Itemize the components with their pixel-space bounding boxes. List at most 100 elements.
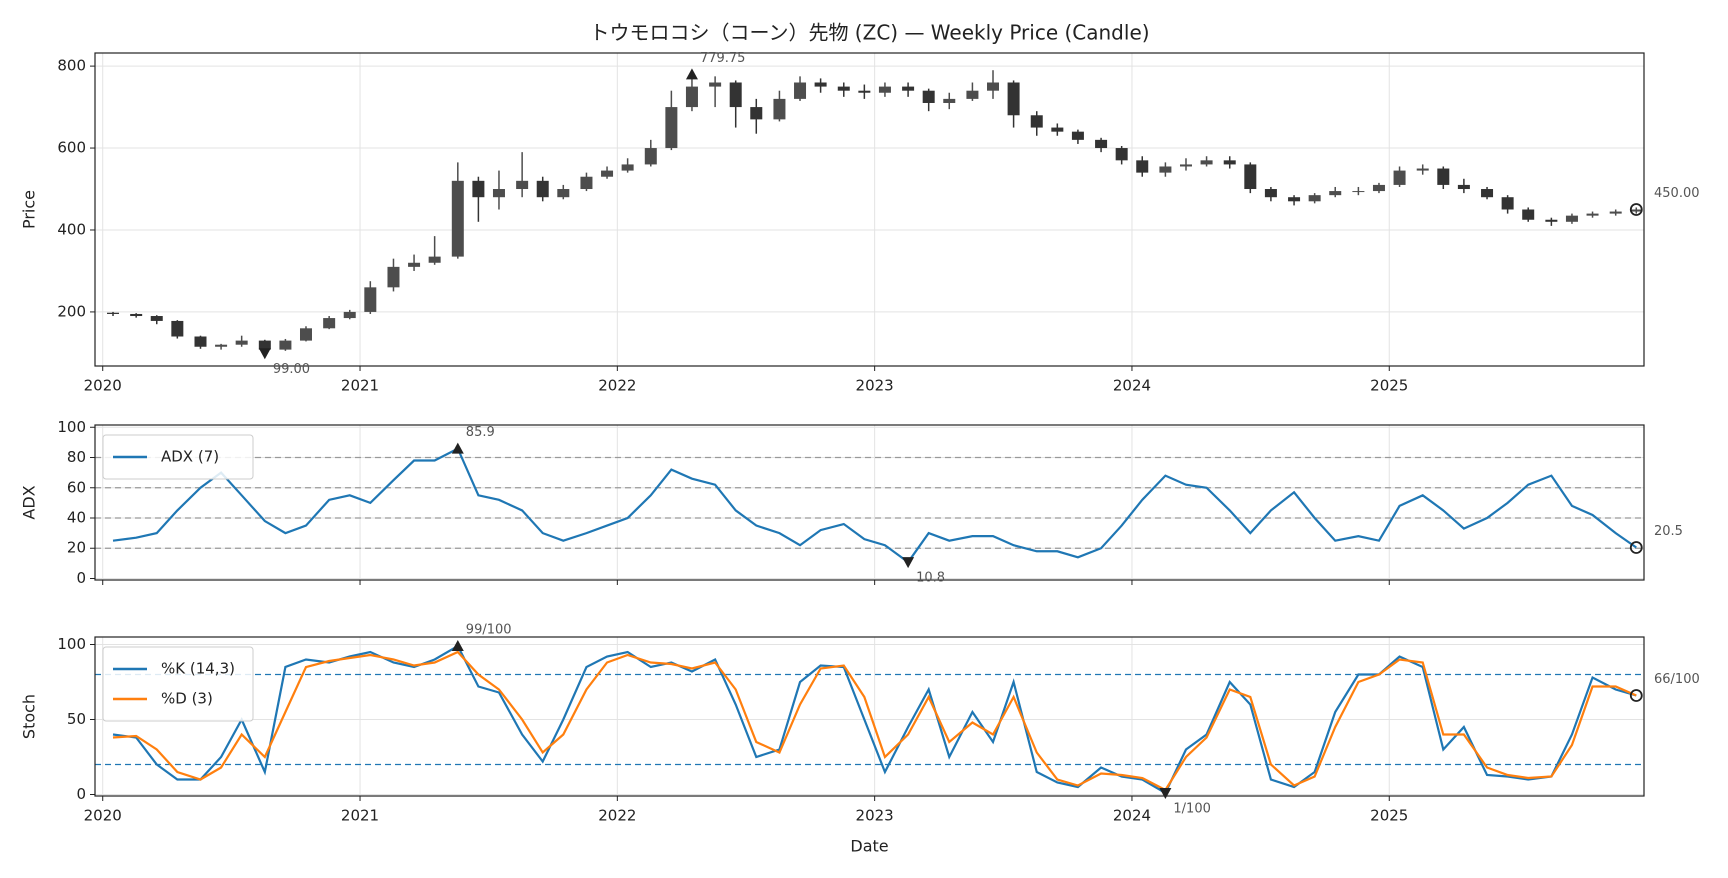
candle-body bbox=[1437, 168, 1450, 185]
annotation-label: 99/100 bbox=[466, 623, 512, 638]
candle-body bbox=[1095, 139, 1108, 149]
x-tick-label: 2025 bbox=[1370, 377, 1408, 395]
x-tick-label: 2020 bbox=[84, 807, 122, 825]
candle-body bbox=[1159, 166, 1172, 173]
candle-body bbox=[130, 313, 143, 317]
candle-body bbox=[1007, 82, 1020, 116]
series-line bbox=[112, 650, 1637, 792]
candle-body bbox=[1522, 209, 1535, 220]
candle-body bbox=[1609, 211, 1622, 214]
candle-body bbox=[472, 180, 485, 198]
candle-body bbox=[1288, 197, 1301, 202]
min-marker bbox=[1159, 788, 1172, 799]
candle-body bbox=[1372, 184, 1385, 192]
annotation-label: 10.8 bbox=[916, 571, 945, 586]
y-tick-label: 0 bbox=[76, 785, 86, 803]
candle-body bbox=[601, 170, 614, 177]
candle-body bbox=[1630, 209, 1643, 212]
candle-body bbox=[451, 180, 464, 257]
candle-body bbox=[794, 82, 807, 99]
candle-body bbox=[1481, 189, 1494, 198]
candle-body bbox=[665, 107, 678, 149]
plot-frame bbox=[94, 636, 1645, 797]
y-tick-label: 40 bbox=[67, 509, 86, 527]
last-marker bbox=[1629, 541, 1643, 554]
candle-body bbox=[171, 320, 184, 337]
candle-body bbox=[343, 311, 356, 319]
candle-body bbox=[1115, 148, 1128, 161]
candle-body bbox=[194, 336, 207, 347]
candle-body bbox=[1200, 160, 1213, 165]
candle-body bbox=[966, 90, 979, 99]
candle-body bbox=[987, 82, 1000, 91]
candle-body bbox=[621, 164, 634, 171]
candle-body bbox=[235, 340, 248, 345]
annotation-label: 99.00 bbox=[273, 362, 310, 377]
x-tick-label: 2024 bbox=[1113, 377, 1151, 395]
y-tick-label: 100 bbox=[57, 418, 86, 436]
legend-box bbox=[102, 646, 254, 722]
candle-body bbox=[1244, 164, 1257, 190]
candle-body bbox=[1071, 131, 1084, 140]
candle-body bbox=[408, 262, 421, 267]
candle-body bbox=[814, 82, 827, 87]
candle-body bbox=[1051, 127, 1064, 132]
annotation-label: 779.75 bbox=[700, 51, 746, 66]
candle-body bbox=[150, 316, 163, 321]
last-marker bbox=[1629, 203, 1643, 216]
y-tick-label: 100 bbox=[57, 635, 86, 653]
y-tick-label: 20 bbox=[67, 539, 86, 557]
candle-body bbox=[557, 189, 570, 198]
y-axis-label: Stoch bbox=[20, 694, 39, 739]
candle-body bbox=[878, 86, 891, 93]
legend-label: %D (3) bbox=[161, 690, 213, 708]
candle-body bbox=[1565, 215, 1578, 222]
candle-body bbox=[902, 86, 915, 91]
max-marker bbox=[451, 640, 464, 651]
chart-title: トウモロコシ（コーン）先物 (ZC) — Weekly Price (Candl… bbox=[589, 21, 1149, 45]
y-tick-label: 60 bbox=[67, 478, 86, 496]
candle-body bbox=[685, 86, 698, 108]
x-tick-label: 2024 bbox=[1113, 807, 1151, 825]
annotation-label: 450.00 bbox=[1654, 186, 1700, 201]
candle-body bbox=[943, 98, 956, 103]
candle-body bbox=[837, 86, 850, 91]
candle-body bbox=[258, 340, 271, 350]
last-marker bbox=[1629, 689, 1643, 702]
candle-body bbox=[1352, 191, 1365, 193]
candle-body bbox=[299, 328, 312, 341]
y-tick-label: 80 bbox=[67, 448, 86, 466]
y-tick-label: 800 bbox=[57, 57, 86, 75]
candle-body bbox=[750, 107, 763, 120]
candle-body bbox=[536, 180, 549, 198]
y-axis-label: Price bbox=[20, 190, 39, 229]
annotation-label: 85.9 bbox=[466, 425, 495, 440]
candle-body bbox=[1223, 160, 1236, 165]
candle-body bbox=[1179, 164, 1192, 167]
x-tick-label: 2022 bbox=[598, 807, 636, 825]
y-tick-label: 400 bbox=[57, 220, 86, 238]
y-tick-label: 200 bbox=[57, 302, 86, 320]
plot-frame bbox=[94, 424, 1645, 581]
legend-label: ADX (7) bbox=[161, 448, 219, 466]
x-tick-label: 2023 bbox=[856, 377, 894, 395]
candle-body bbox=[709, 82, 722, 87]
candle-body bbox=[729, 82, 742, 108]
max-marker bbox=[451, 442, 464, 454]
series-line bbox=[112, 447, 1637, 564]
candle-body bbox=[107, 312, 120, 314]
candle-body bbox=[1308, 195, 1321, 202]
candle-body bbox=[644, 148, 657, 165]
candle-body bbox=[387, 266, 400, 288]
candle-body bbox=[428, 256, 441, 263]
y-tick-label: 50 bbox=[67, 710, 86, 728]
x-tick-label: 2025 bbox=[1370, 807, 1408, 825]
candle-body bbox=[773, 98, 786, 120]
candle-body bbox=[1586, 213, 1599, 216]
candle-body bbox=[922, 90, 935, 103]
candle-body bbox=[364, 287, 377, 312]
legend-label: %K (14,3) bbox=[161, 660, 235, 678]
x-tick-label: 2022 bbox=[598, 377, 636, 395]
candle-body bbox=[1393, 170, 1406, 185]
candle-body bbox=[580, 176, 593, 190]
